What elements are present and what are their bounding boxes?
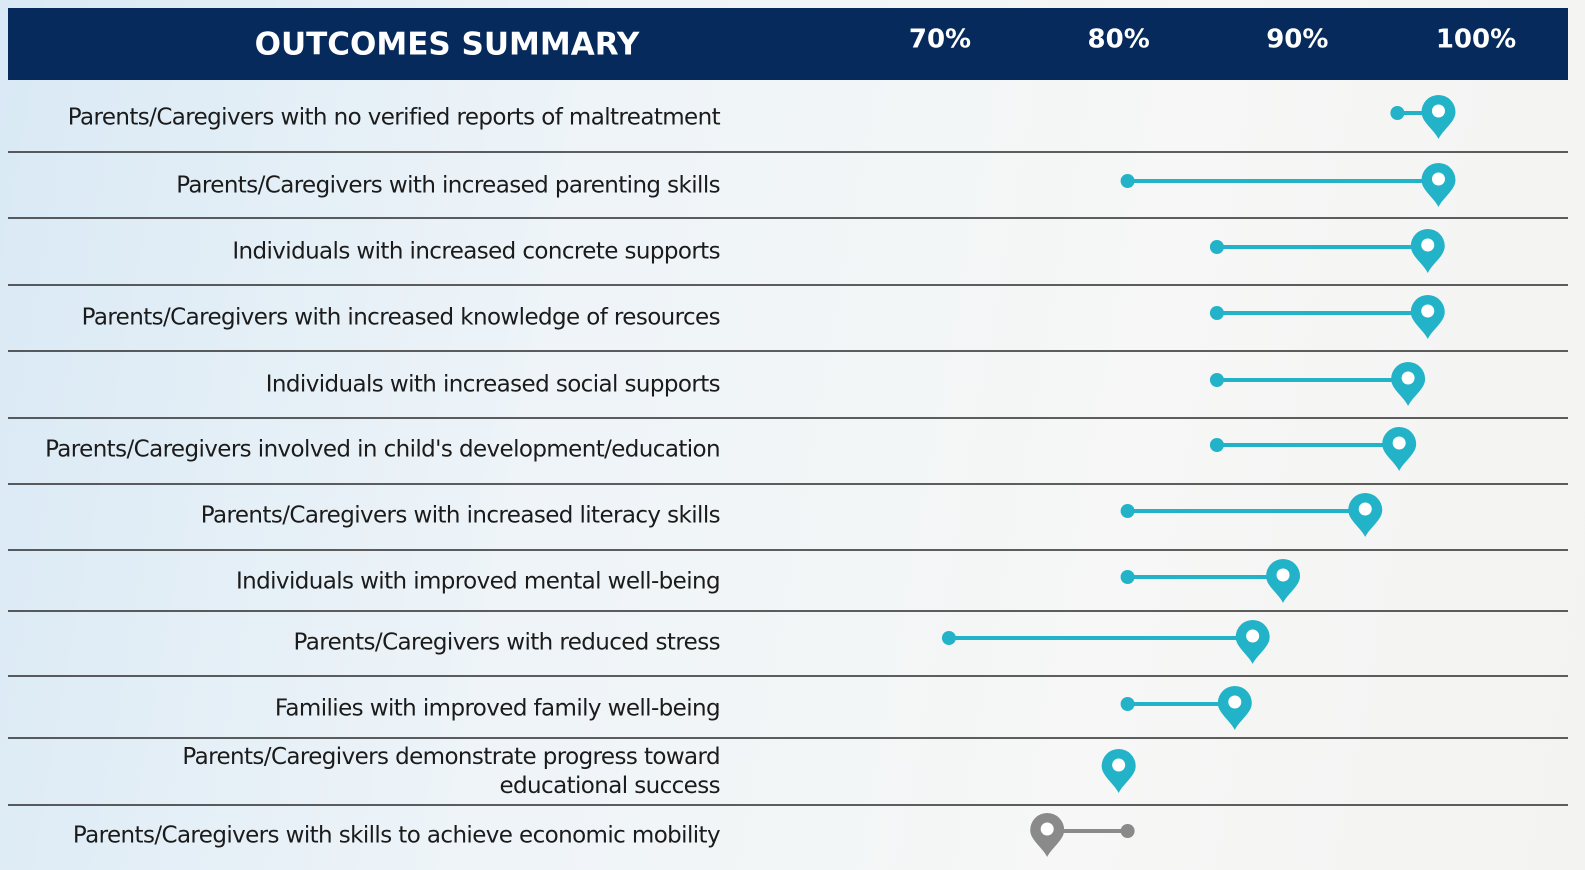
pin-hole bbox=[1040, 822, 1054, 836]
start-dot bbox=[1390, 106, 1405, 120]
end-pin bbox=[1391, 362, 1426, 406]
pin-hole bbox=[1276, 568, 1290, 582]
pin-hole bbox=[1246, 629, 1260, 643]
end-pin bbox=[1410, 229, 1445, 273]
start-dot bbox=[1209, 438, 1224, 452]
category-label: Parents/Caregivers with no verified repo… bbox=[67, 104, 721, 131]
end-pin bbox=[1421, 163, 1456, 207]
pin-hole bbox=[1421, 304, 1435, 318]
start-dot bbox=[1120, 174, 1135, 188]
start-dot bbox=[941, 631, 956, 645]
pin-hole bbox=[1431, 104, 1445, 118]
pin-hole bbox=[1431, 172, 1445, 186]
end-pin bbox=[1030, 813, 1065, 857]
start-dot bbox=[1209, 373, 1224, 387]
category-label: Parents/Caregivers demonstrate progress … bbox=[182, 744, 720, 799]
start-dot bbox=[1120, 570, 1135, 584]
pin-hole bbox=[1358, 502, 1372, 516]
pin-hole bbox=[1112, 758, 1126, 772]
category-label: Parents/Caregivers with increased parent… bbox=[176, 172, 720, 199]
x-tick-label: 100% bbox=[1436, 25, 1516, 55]
end-pin bbox=[1382, 427, 1417, 471]
end-pin bbox=[1410, 295, 1445, 339]
start-dot bbox=[1120, 504, 1135, 518]
x-tick-label: 80% bbox=[1088, 25, 1150, 55]
x-tick-label: 70% bbox=[909, 25, 971, 55]
chart-title: OUTCOMES SUMMARY bbox=[255, 27, 640, 63]
start-dot bbox=[1209, 240, 1224, 254]
category-label: Parents/Caregivers with increased litera… bbox=[200, 502, 721, 529]
start-dot bbox=[1120, 824, 1135, 838]
end-pin bbox=[1101, 749, 1136, 793]
category-label: Parents/Caregivers with increased knowle… bbox=[81, 304, 721, 331]
end-pin bbox=[1421, 95, 1456, 139]
pin-hole bbox=[1421, 238, 1435, 252]
category-label: Individuals with increased concrete supp… bbox=[232, 238, 720, 265]
category-label: Individuals with increased social suppor… bbox=[265, 371, 721, 398]
start-dot bbox=[1209, 306, 1224, 320]
end-pin bbox=[1266, 559, 1301, 603]
category-label: Parents/Caregivers involved in child's d… bbox=[45, 436, 721, 463]
pin-hole bbox=[1392, 436, 1406, 450]
start-dot bbox=[1120, 697, 1135, 711]
category-label: Families with improved family well-being bbox=[274, 695, 721, 722]
pin-hole bbox=[1228, 695, 1242, 709]
pin-hole bbox=[1401, 371, 1415, 385]
category-label: Parents/Caregivers with skills to achiev… bbox=[72, 822, 721, 849]
category-label: Individuals with improved mental well-be… bbox=[235, 568, 721, 595]
end-pin bbox=[1348, 493, 1383, 537]
x-tick-label: 90% bbox=[1266, 25, 1328, 55]
end-pin bbox=[1235, 620, 1270, 664]
category-label: Parents/Caregivers with reduced stress bbox=[293, 629, 721, 656]
end-pin bbox=[1217, 686, 1252, 730]
header-bar bbox=[8, 8, 1568, 80]
